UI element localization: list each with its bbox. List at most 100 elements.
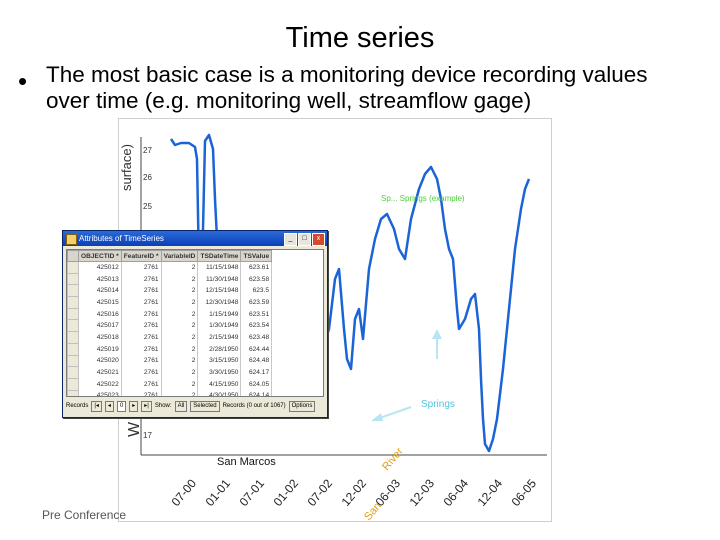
table-icon <box>66 234 77 245</box>
table-row[interactable]: 425023 2761 2 4/30/1950 624.14 <box>67 389 273 396</box>
x-tick-label: 06-05 <box>509 476 540 509</box>
table-row[interactable]: 425018 2761 2 2/15/1949 623.48 <box>67 331 273 344</box>
row-selector[interactable] <box>67 354 79 368</box>
table-cell: 2761 <box>121 296 162 309</box>
table-cell: 623.51 <box>240 308 273 320</box>
bullet-dot: • <box>18 66 28 96</box>
y-tick-label: 26 <box>143 173 152 182</box>
table-cell: 623.58 <box>240 273 273 285</box>
table-cell: 2761 <box>121 343 162 355</box>
y-tick-label: 27 <box>143 146 152 155</box>
table-cell: 425018 <box>78 331 122 344</box>
row-selector[interactable] <box>67 284 79 298</box>
table-cell: 2761 <box>121 273 162 285</box>
table-row[interactable]: 425016 2761 2 1/15/1949 623.51 <box>67 307 273 321</box>
table-cell: 2761 <box>121 308 162 320</box>
table-row[interactable]: 425017 2761 2 1/30/1949 623.54 <box>67 319 273 333</box>
table-row[interactable]: 425020 2761 2 3/15/1950 624.48 <box>67 354 273 368</box>
table-row[interactable]: 425015 2761 2 12/30/1948 623.59 <box>67 296 273 309</box>
prev-record-button[interactable]: ◂ <box>104 400 114 412</box>
minimize-button[interactable]: _ <box>284 233 297 246</box>
first-record-button[interactable]: |◂ <box>91 400 102 412</box>
table-cell: 425016 <box>78 308 122 320</box>
row-selector[interactable] <box>67 342 79 356</box>
table-cell: 2/15/1949 <box>197 331 242 344</box>
row-selector[interactable] <box>67 296 79 309</box>
table-row[interactable]: 425013 2761 2 11/30/1948 623.58 <box>67 272 273 286</box>
show-selected-button[interactable]: Selected <box>190 400 220 412</box>
attribute-table: OBJECTID * FeatureID * VariableID TSDateTim… <box>67 250 273 396</box>
table-cell: 2 <box>161 261 199 274</box>
table-cell: 1/30/1949 <box>197 319 242 332</box>
table-cell: 11/30/1948 <box>197 273 242 285</box>
table-cell: 425014 <box>78 284 122 297</box>
table-cell: 3/30/1950 <box>197 366 242 379</box>
x-tick-label: 07-00 <box>169 476 200 509</box>
river-arrow-shaft <box>376 406 412 420</box>
close-button[interactable]: x <box>312 233 325 246</box>
table-cell: 4/15/1950 <box>197 378 242 391</box>
column-header[interactable]: FeatureID * <box>120 250 162 262</box>
row-selector[interactable] <box>67 261 79 274</box>
last-record-button[interactable]: ▸| <box>141 400 152 412</box>
x-tick-label: 01-02 <box>271 476 302 509</box>
table-cell: 2761 <box>121 284 162 297</box>
bullet-text: The most basic case is a monitoring devi… <box>46 62 648 113</box>
show-all-button[interactable]: All <box>174 400 188 412</box>
table-cell: 2761 <box>121 378 162 391</box>
table-cell: 2 <box>161 378 199 391</box>
x-tick-label: 06-03 <box>373 476 404 509</box>
table-cell: 2761 <box>121 355 162 367</box>
row-selector[interactable] <box>67 377 79 391</box>
table-row[interactable]: 425019 2761 2 2/28/1950 624.44 <box>67 342 273 356</box>
maximize-button[interactable]: □ <box>298 233 311 246</box>
column-header[interactable]: VariableID <box>160 250 199 262</box>
table-cell: 12/30/1948 <box>197 296 242 309</box>
x-tick-label: 12-03 <box>407 476 438 509</box>
column-header[interactable]: OBJECTID * <box>78 250 122 262</box>
table-cell: 2761 <box>121 331 162 344</box>
row-selector[interactable] <box>67 331 79 344</box>
row-selector[interactable] <box>67 319 79 333</box>
row-selector[interactable] <box>67 272 79 286</box>
table-cell: 4/30/1950 <box>197 390 242 396</box>
attributes-window[interactable]: Attributes of TimeSeries _ □ x OBJECTID … <box>62 230 328 418</box>
table-cell: 2 <box>161 319 199 332</box>
next-record-button[interactable]: ▸ <box>129 400 139 412</box>
table-cell: 425021 <box>78 366 122 379</box>
options-button[interactable]: Options <box>288 400 316 412</box>
attribute-grid[interactable]: OBJECTID * FeatureID * VariableID TSDateTim… <box>66 249 324 397</box>
table-cell: 425019 <box>78 343 122 355</box>
x-tick-label: 12-02 <box>339 476 370 509</box>
table-row[interactable]: 425021 2761 2 3/30/1950 624.17 <box>67 366 273 379</box>
table-cell: 624.14 <box>240 390 273 396</box>
column-header[interactable]: TSDateTime <box>197 250 242 262</box>
table-cell: 2761 <box>121 319 162 332</box>
table-cell: 623.59 <box>240 296 273 309</box>
table-cell: 425015 <box>78 296 122 309</box>
column-header[interactable]: TSValue <box>240 250 273 262</box>
table-cell: 425012 <box>78 261 122 274</box>
x-tick-label: 07-01 <box>237 476 268 509</box>
river-arrow-head <box>371 413 383 421</box>
table-cell: 2 <box>161 296 199 309</box>
table-cell: 425022 <box>78 378 122 391</box>
series-line <box>169 133 531 453</box>
table-row[interactable]: 425022 2761 2 4/15/1950 624.05 <box>67 377 273 391</box>
row-selector-header <box>67 250 79 262</box>
table-cell: 425013 <box>78 273 122 285</box>
row-selector[interactable] <box>67 307 79 321</box>
table-cell: 624.48 <box>240 355 273 367</box>
table-cell: 11/15/1948 <box>197 261 242 274</box>
springs-label: Springs <box>421 399 455 410</box>
record-number-input[interactable]: 0 <box>116 400 127 412</box>
table-row[interactable]: 425014 2761 2 12/15/1948 623.5 <box>67 284 273 298</box>
row-selector[interactable] <box>67 366 79 379</box>
window-titlebar[interactable]: Attributes of TimeSeries _ □ x <box>63 231 327 246</box>
table-cell: 2 <box>161 273 199 285</box>
table-row[interactable]: 425012 2761 2 11/15/1948 623.61 <box>67 261 273 274</box>
row-selector[interactable] <box>67 389 79 396</box>
table-cell: 623.5 <box>240 284 273 297</box>
footer-text: Pre Conference <box>42 508 127 522</box>
table-cell: 2 <box>161 331 199 344</box>
